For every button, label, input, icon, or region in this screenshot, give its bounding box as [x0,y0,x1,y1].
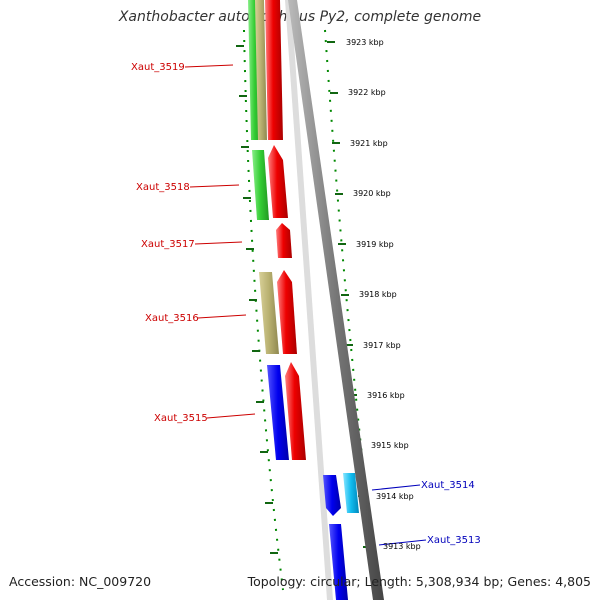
leader-lines [184,64,427,546]
scale-label: 3922 kbp [348,88,386,97]
gene-3513-blue [329,524,348,600]
gene-label[interactable]: Xaut_3517 [141,239,195,250]
gene-3514-blue [323,475,341,516]
gene-3517-red [276,223,292,258]
accession-text: Accession: NC_009720 [9,574,152,589]
backbone-outer [285,0,333,600]
scale-label: 3916 kbp [367,391,405,400]
scale-label: 3918 kbp [359,290,397,299]
scale-label: 3914 kbp [376,492,414,501]
gene-3516-olive [259,272,279,354]
gene-label[interactable]: Xaut_3514 [421,480,475,491]
left-tick-marks [236,45,278,554]
right-dotted-guide [324,29,378,591]
genome-summary: Topology: circular; Length: 5,308,934 bp… [247,574,591,589]
gene-3515-red [285,362,306,460]
gene-label[interactable]: Xaut_3519 [131,62,185,73]
scale-label: 3921 kbp [350,139,388,148]
scale-label: 3919 kbp [356,240,394,249]
scale-label: 3915 kbp [371,441,409,450]
gene-3519-olive [255,0,267,140]
gene-label[interactable]: Xaut_3518 [136,182,190,193]
scale-label: 3923 kbp [346,38,384,47]
gene-3515-blue [267,365,289,460]
backbone-inner [288,0,384,600]
gene-3518-red [268,145,288,218]
scale-label: 3917 kbp [363,341,401,350]
gene-3514-cyan [343,473,359,513]
map-title: Xanthobacter autotrophicus Py2, complete… [118,9,482,25]
gene-3518-green [252,150,269,220]
scale-label: 3920 kbp [353,189,391,198]
gene-label[interactable]: Xaut_3513 [427,535,481,546]
gene-features [248,0,359,600]
gene-label[interactable]: Xaut_3516 [145,313,199,324]
gene-3519-red [265,0,283,140]
gene-3516-red [277,270,297,354]
gene-label[interactable]: Xaut_3515 [154,413,208,424]
scale-label: 3913 kbp [383,542,421,551]
